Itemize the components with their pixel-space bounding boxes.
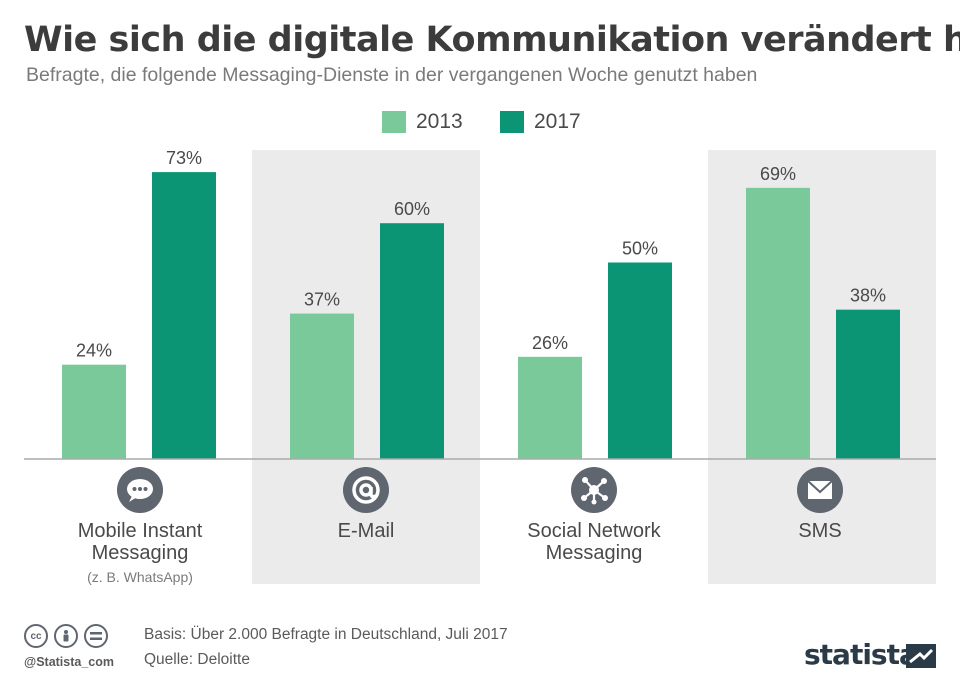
chart-subtitle: Befragte, die folgende Messaging-Dienste… xyxy=(26,64,758,86)
legend-label-2013: 2013 xyxy=(416,110,463,133)
at-sign-icon xyxy=(343,467,389,513)
data-label-2013: 69% xyxy=(760,164,796,184)
source-note: Quelle: Deloitte xyxy=(144,651,250,668)
statista-logo-mark xyxy=(906,644,936,668)
data-label-2013: 26% xyxy=(532,333,568,353)
attribution-icon xyxy=(54,624,78,648)
category-label-sms: SMS xyxy=(720,520,920,542)
legend-item-2017: 2017 xyxy=(500,110,581,134)
statista-logo: statista xyxy=(804,638,918,671)
chart-title: Wie sich die digitale Kommunikation verä… xyxy=(24,20,960,60)
category-label-line2: Messaging xyxy=(91,542,189,564)
creative-commons-icon: cc xyxy=(24,624,48,648)
category-label-social-network: Social Network Messaging xyxy=(494,520,694,564)
network-icon xyxy=(571,467,617,513)
no-derivatives-icon xyxy=(84,624,108,648)
legend: 2013 2017 xyxy=(0,110,960,138)
category-label-email: E-Mail xyxy=(266,520,466,542)
bar-2017 xyxy=(152,172,216,460)
legend-item-2013: 2013 xyxy=(382,110,463,134)
bar-chart: 24% 73% 37% 60% 26% 50% 69% 38% xyxy=(24,148,936,584)
category-background xyxy=(252,150,480,584)
category-note: (z. B. WhatsApp) xyxy=(87,569,193,585)
category-label-line1: Social Network xyxy=(527,520,661,542)
license-icons: cc xyxy=(24,624,108,648)
bar-2013 xyxy=(62,364,126,459)
legend-label-2017: 2017 xyxy=(534,110,581,133)
category-label-line1: Mobile Instant xyxy=(77,520,203,542)
category-background xyxy=(708,150,936,584)
legend-swatch-2017 xyxy=(500,111,524,133)
category-label-line1: SMS xyxy=(798,520,842,542)
basis-note: Basis: Über 2.000 Befragte in Deutschlan… xyxy=(144,626,508,643)
category-label-line1: E-Mail xyxy=(337,520,395,542)
bar-2017 xyxy=(608,262,672,459)
data-label-2017: 73% xyxy=(166,148,202,168)
envelope-icon xyxy=(797,467,843,513)
chat-bubble-icon xyxy=(117,467,163,513)
statista-handle: @Statista_com xyxy=(24,655,114,669)
category-label-mobile-messaging: Mobile Instant Messaging (z. B. WhatsApp… xyxy=(40,520,240,586)
bar-2017 xyxy=(380,223,444,459)
category-label-line2: Messaging xyxy=(545,542,643,564)
legend-swatch-2013 xyxy=(382,111,406,133)
bar-2017 xyxy=(836,309,900,459)
data-label-2017: 38% xyxy=(850,286,886,306)
data-label-2013: 24% xyxy=(76,341,112,361)
bar-2013 xyxy=(746,187,810,459)
bar-2013 xyxy=(518,356,582,459)
data-label-2017: 60% xyxy=(394,199,430,219)
bar-2013 xyxy=(290,313,354,459)
data-label-2017: 50% xyxy=(622,239,658,259)
data-label-2013: 37% xyxy=(304,290,340,310)
